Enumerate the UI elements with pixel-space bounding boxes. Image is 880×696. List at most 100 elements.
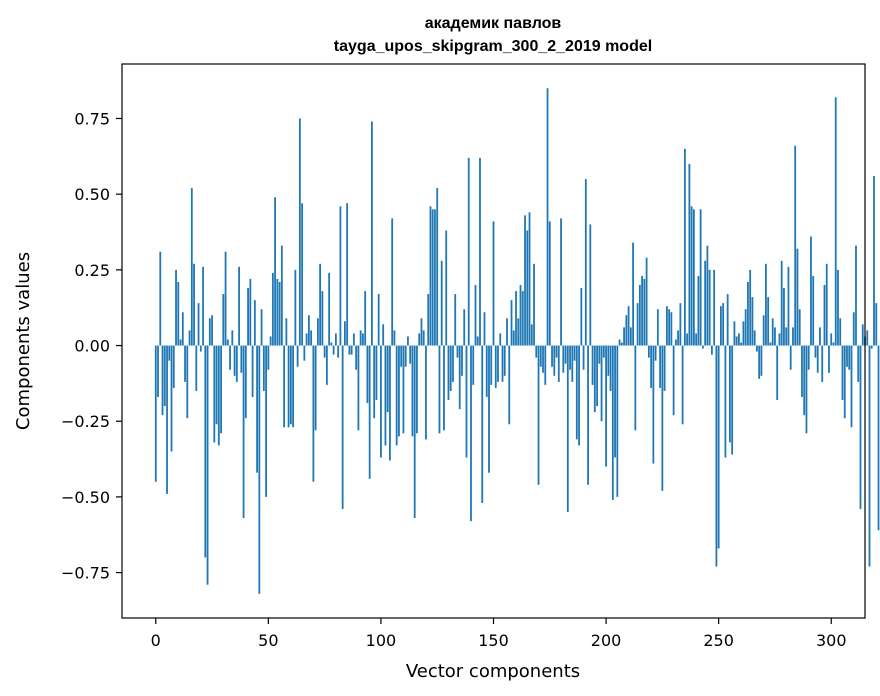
x-tick-label: 50 [258,631,278,650]
y-tick-label: −0.50 [61,488,110,507]
bar [357,345,360,431]
bar [578,345,580,446]
bar [738,333,740,346]
bar [812,275,815,346]
bar [341,345,344,510]
bar [783,288,785,346]
bar [521,291,524,346]
bar [260,309,263,346]
bar [834,97,837,346]
bar [395,345,398,446]
bar [769,342,772,346]
bar [512,330,515,346]
bar [587,345,589,485]
bar [857,345,860,382]
bar [224,251,227,346]
bar [265,345,267,497]
x-axis-label: Vector components [406,661,580,682]
bar [796,248,799,346]
bar [310,330,313,346]
bar [821,345,824,382]
bar [688,163,691,346]
bar [528,212,531,346]
bar [501,345,504,382]
bar [774,327,776,346]
bar [298,118,301,346]
bar [751,297,754,346]
bar [580,288,583,346]
bar [823,284,826,346]
bar [244,345,247,419]
bar [247,288,249,346]
bar [614,345,616,458]
bar [440,260,443,346]
bar [366,345,369,404]
bar [560,218,562,346]
bar [418,333,421,346]
x-tick-label: 100 [366,631,397,650]
bar [204,345,207,558]
bar [778,333,781,346]
bar [643,278,646,346]
bar [344,321,346,346]
bar [402,345,405,434]
bar [720,306,722,346]
bar [866,330,869,346]
bar [848,345,851,370]
bar [307,315,310,346]
bar [846,345,848,367]
bar [758,345,761,379]
bar [319,263,322,346]
bar [742,321,745,346]
bar [575,345,578,440]
bar [593,345,596,413]
bar [197,303,200,346]
bar [785,327,788,346]
bar [629,327,632,346]
bar [497,345,499,382]
bar [220,345,222,434]
bar [555,345,558,358]
bar [616,345,619,497]
bar [837,269,839,346]
bar [776,345,779,401]
bar [353,333,355,346]
bar [222,294,225,346]
bar [825,263,828,346]
bar [672,345,675,416]
bar [375,345,378,401]
bar [163,345,166,407]
bar [638,284,641,346]
bar [877,345,880,531]
bar [767,297,770,346]
bar [292,345,295,428]
bar [740,342,743,346]
bar [861,324,864,346]
bar [807,345,810,370]
bar [267,345,270,370]
bar [722,303,725,346]
bar [760,345,763,376]
y-tick-label: −0.75 [61,564,110,583]
bar [278,281,281,346]
bar [188,330,191,346]
bar [253,300,256,346]
bar [645,257,648,346]
bar [339,206,342,346]
bar [683,148,686,346]
bar [172,345,175,388]
bar [154,345,157,482]
bar [398,345,400,437]
bar [364,291,367,346]
bar [605,345,607,467]
bar [701,345,704,349]
bar [404,345,407,367]
bar [697,275,700,346]
bar [488,345,490,473]
bar [656,309,659,346]
bar [226,339,229,346]
bar [438,345,441,434]
bar [794,145,797,346]
bar [157,345,159,397]
bar [753,330,756,346]
